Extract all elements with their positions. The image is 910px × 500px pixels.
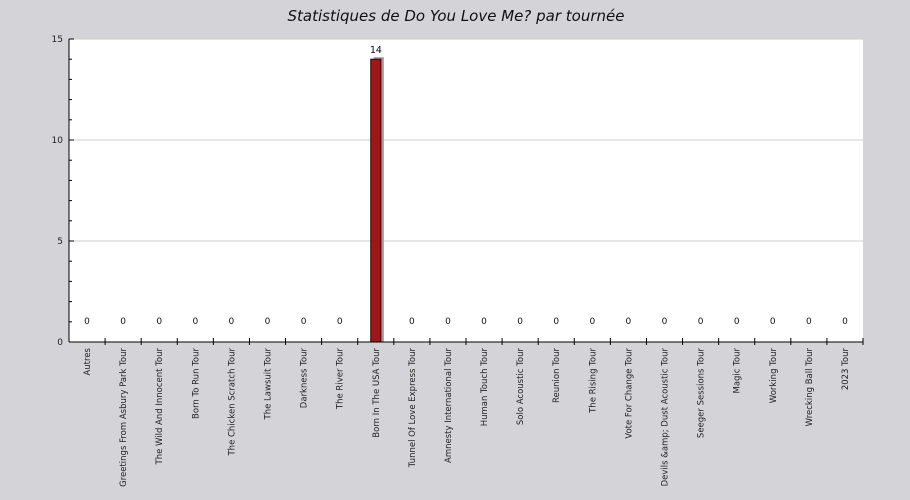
x-tick-label: Darkness Tour	[300, 348, 310, 409]
x-tick-label: Greetings From Asbury Park Tour	[119, 348, 129, 487]
data-label: 0	[229, 317, 235, 327]
data-label: 0	[445, 317, 451, 327]
x-tick-label: The River Tour	[336, 348, 346, 411]
x-tick-label: Working Tour	[769, 347, 779, 403]
x-tick-label: Seeger Sessions Tour	[697, 348, 707, 439]
y-tick-label: 10	[52, 136, 64, 146]
x-tick-label: Devils &amp; Dust Acoustic Tour	[661, 347, 671, 486]
y-axis-ticks: 0 5 10 15	[52, 35, 74, 348]
bar	[370, 58, 382, 343]
x-tick-label: Wrecking Ball Tour	[805, 348, 815, 427]
x-tick-label: Vote For Change Tour	[624, 348, 634, 439]
data-label: 0	[337, 317, 343, 327]
x-tick-label: Solo Acoustic Tour	[516, 348, 526, 426]
data-label: 0	[301, 317, 307, 327]
data-label: 0	[734, 317, 740, 327]
data-label: 0	[409, 317, 415, 327]
x-tick-label: Amnesty International Tour	[444, 348, 454, 463]
data-label: 0	[156, 317, 162, 327]
plot-area	[69, 39, 863, 342]
grid-lines	[69, 38, 863, 242]
y-tick-label: 5	[57, 237, 63, 247]
data-label: 0	[806, 317, 812, 327]
x-tick-label: Magic Tour	[733, 348, 743, 394]
data-label: 0	[842, 317, 848, 327]
x-axis-labels: Autres Greetings From Asbury Park Tour The…	[83, 347, 851, 486]
data-label: 0	[662, 317, 668, 327]
data-label: 0	[770, 317, 776, 327]
x-tick-label: 2023 Tour	[841, 348, 851, 391]
axes	[68, 39, 864, 345]
x-tick-label: Reunion Tour	[552, 348, 562, 404]
x-tick-label: The Wild And Innocent Tour	[155, 348, 165, 466]
x-tick-label: Human Touch Tour	[480, 348, 490, 427]
x-tick-label: Born To Run Tour	[191, 348, 201, 419]
data-label: 0	[192, 317, 198, 327]
chart-title: Statistiques de Do You Love Me? par tour…	[288, 7, 625, 25]
x-tick-label: Tunnel Of Love Express Tour	[408, 348, 418, 469]
x-tick-label: Born In The USA Tour	[372, 348, 382, 438]
y-tick-label: 0	[57, 338, 63, 348]
x-tick-label: The Chicken Scratch Tour	[227, 348, 237, 457]
x-tick-label: The Rising Tour	[588, 348, 598, 414]
x-tick-label: The Lawsuit Tour	[264, 347, 274, 420]
data-label: 0	[517, 317, 523, 327]
data-label: 0	[626, 317, 632, 327]
data-label: 14	[370, 45, 382, 56]
data-label: 0	[589, 317, 595, 327]
data-label: 0	[553, 317, 559, 327]
x-tick-label: Autres	[83, 347, 93, 375]
bars	[370, 57, 384, 343]
data-labels: 0 0 0 0 0 0 0 0 14 0 0 0 0 0 0 0 0 0 0 0 0 0	[84, 45, 848, 327]
data-label: 0	[481, 317, 487, 327]
data-label: 0	[120, 317, 126, 327]
data-label: 0	[84, 317, 90, 327]
y-tick-label: 15	[52, 35, 63, 45]
data-label: 0	[265, 317, 271, 327]
data-label: 0	[698, 317, 704, 327]
